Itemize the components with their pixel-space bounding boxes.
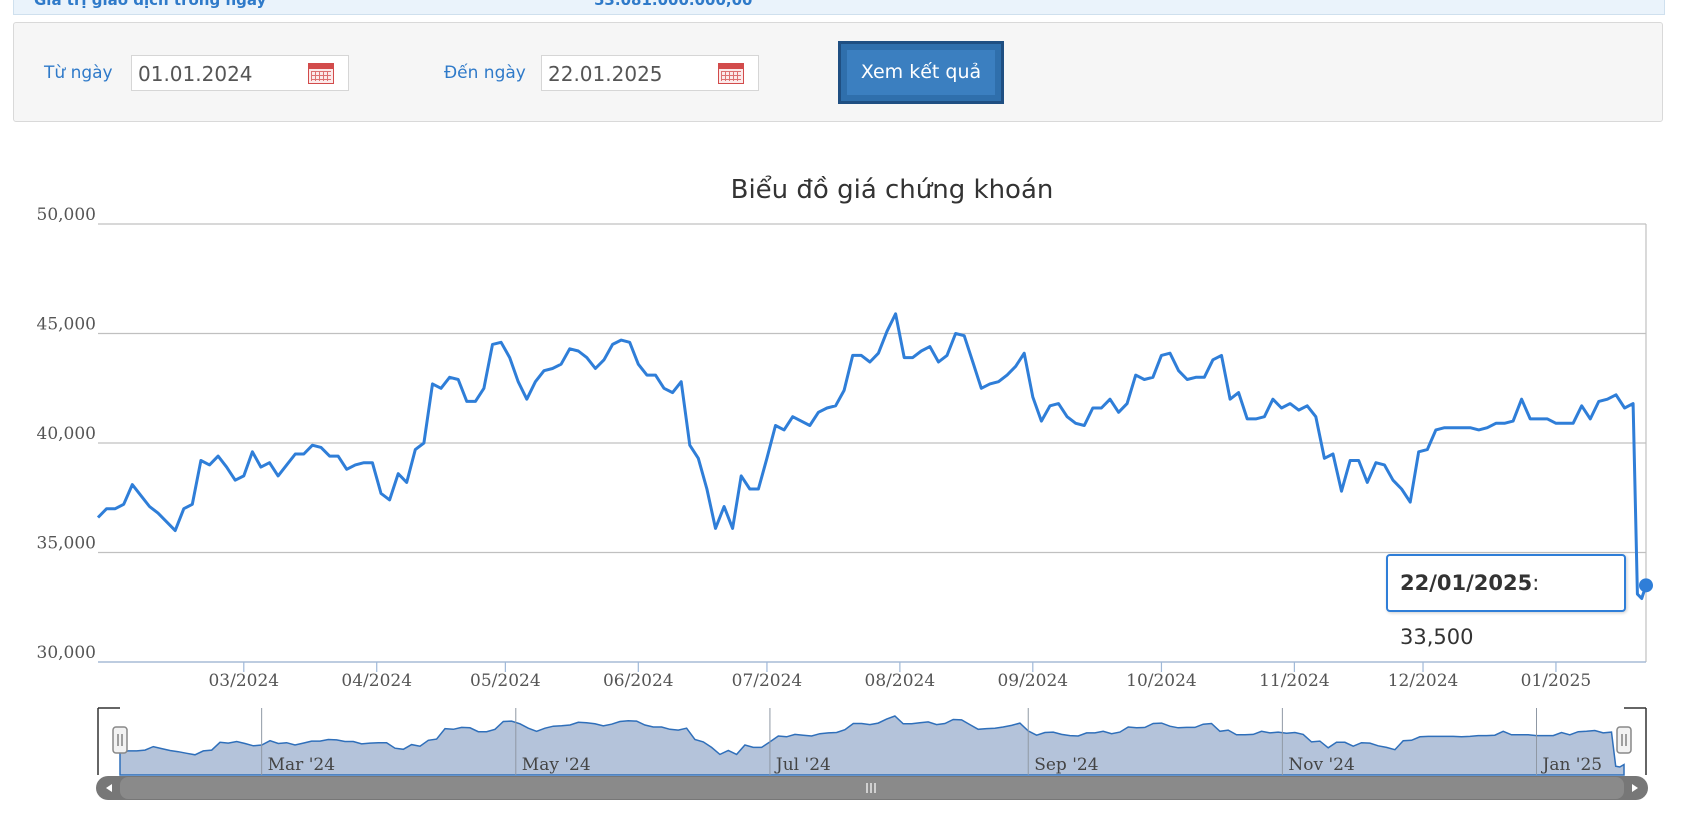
chart-tooltip: 22/01/2025: 33,500 — [1386, 554, 1626, 649]
scroll-right-arrow-icon — [1632, 784, 1638, 792]
to-date-input[interactable]: 22.01.2025 — [541, 55, 759, 91]
x-tick-label: 11/2024 — [1259, 671, 1330, 691]
navigator-right-handle — [1616, 726, 1632, 754]
x-tick-label: 05/2024 — [470, 671, 541, 691]
hovered-point — [1639, 578, 1653, 593]
x-tick-label: 10/2024 — [1126, 671, 1197, 691]
to-date-label: Đến ngày — [444, 63, 526, 83]
from-date-input[interactable]: 01.01.2024 — [131, 55, 349, 91]
scroll-left-arrow-icon — [106, 784, 112, 792]
x-tick-label: 09/2024 — [997, 671, 1068, 691]
to-date-value: 22.01.2025 — [548, 62, 663, 86]
navigator-label: Jul '24 — [774, 755, 831, 775]
navigator-label: Nov '24 — [1288, 755, 1354, 775]
from-date-label: Từ ngày — [44, 63, 113, 83]
x-tick-label: 03/2024 — [208, 671, 279, 691]
chart-title: Biểu đồ giá chứng khoán — [731, 174, 1054, 205]
tooltip-value: 33,500 — [1400, 625, 1474, 649]
info-bar-value: 53.081.000.000,00 — [594, 0, 753, 9]
info-bar: Giá trị giao dịch trong ngày 53.081.000.… — [13, 0, 1665, 15]
price-series-line — [96, 312, 1648, 600]
calendar-icon[interactable] — [718, 63, 744, 84]
info-bar-label: Giá trị giao dịch trong ngày — [34, 0, 267, 9]
navigator-left-handle — [112, 726, 128, 754]
x-tick-label: 07/2024 — [732, 671, 803, 691]
view-results-button[interactable]: Xem kết quả — [838, 41, 1004, 104]
x-tick-label: 01/2025 — [1521, 671, 1592, 691]
navigator-label: Mar '24 — [268, 755, 335, 775]
tooltip-date: 22/01/2025 — [1400, 571, 1533, 595]
scrollbar-thumb — [120, 777, 1624, 799]
x-tick-label: 04/2024 — [341, 671, 412, 691]
x-tick-label: 08/2024 — [865, 671, 936, 691]
y-tick-label: 50,000 — [37, 205, 96, 225]
x-tick-label: 06/2024 — [603, 671, 674, 691]
y-tick-label: 40,000 — [37, 424, 96, 444]
y-tick-label: 45,000 — [37, 315, 96, 335]
y-tick-label: 35,000 — [37, 534, 96, 554]
stock-price-chart: Biểu đồ giá chứng khoán 30,000 35,000 40,00… — [37, 174, 1653, 800]
from-date-value: 01.01.2024 — [138, 62, 253, 86]
navigator-label: Jan '25 — [1541, 755, 1603, 775]
y-tick-label: 30,000 — [37, 643, 96, 663]
calendar-icon[interactable] — [308, 63, 334, 84]
navigator-label: May '24 — [522, 755, 591, 775]
x-tick-label: 12/2024 — [1388, 671, 1459, 691]
navigator-label: Sep '24 — [1034, 755, 1098, 775]
navigator-area — [119, 715, 1625, 776]
date-filter-panel: Từ ngày 01.01.2024 Đến ngày 22.01.2025 — [13, 22, 1663, 122]
view-results-label: Xem kết quả — [847, 50, 995, 95]
